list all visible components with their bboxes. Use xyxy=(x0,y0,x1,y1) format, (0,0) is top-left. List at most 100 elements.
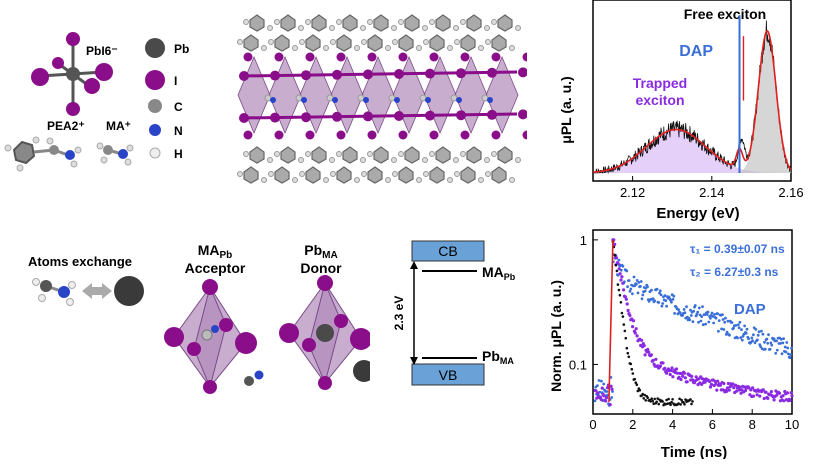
free-exciton-point xyxy=(626,351,630,355)
pb-key-label: Pb xyxy=(174,42,189,56)
trapped-point xyxy=(703,380,707,384)
i-key-icon xyxy=(145,70,165,90)
hydrogen-atom xyxy=(391,157,397,163)
hydrogen-atom xyxy=(305,19,311,25)
trapped-point xyxy=(624,297,628,301)
hydrogen-atom xyxy=(460,19,466,25)
trapped-point xyxy=(658,364,662,368)
dap-point xyxy=(709,316,712,320)
n-key-label: N xyxy=(174,124,183,138)
x-tick-label: 10 xyxy=(785,417,799,432)
iodine-atom xyxy=(317,275,333,291)
dap-point xyxy=(688,318,692,322)
pea-ring xyxy=(249,146,265,164)
trapped-point xyxy=(654,357,658,361)
iodine-atom xyxy=(491,52,501,62)
ma-in-site xyxy=(211,325,219,333)
spectrum-x-axis-label: Energy (eV) xyxy=(656,205,739,222)
dap-point xyxy=(781,341,785,345)
dap-point xyxy=(740,328,743,331)
dap-point xyxy=(596,384,599,387)
dap-point xyxy=(782,337,785,340)
dap-point xyxy=(770,343,774,347)
hydrogen-atom xyxy=(429,19,435,25)
dap-point xyxy=(670,300,673,304)
defect-svg: MAPb Acceptor PbMA Donor xyxy=(164,242,375,394)
x-tick-label: 6 xyxy=(709,417,716,432)
iodine-atom xyxy=(491,130,501,140)
hydrogen-atom xyxy=(454,39,460,45)
dap-point xyxy=(602,382,606,386)
iodine-atom xyxy=(202,279,218,295)
hydrogen-atom xyxy=(298,157,304,163)
iodine-atom xyxy=(429,52,439,62)
iodine-atom xyxy=(398,52,408,62)
decay-chart: τ₁ = 0.39±0.07 ns τ₂ = 6.27±0.3 ns DAP N… xyxy=(540,228,816,461)
pea-ring xyxy=(466,14,482,32)
trapped-point xyxy=(764,390,768,394)
free-exciton-point xyxy=(629,362,633,366)
dap-point xyxy=(650,288,653,292)
dap-point xyxy=(763,340,766,344)
trapped-point xyxy=(643,353,647,357)
hydrogen-atom xyxy=(391,25,397,31)
dap-point xyxy=(701,305,704,308)
level-bottom-label: PbMA xyxy=(482,348,514,366)
hydrogen-atom xyxy=(515,25,521,31)
trapped-point xyxy=(785,391,790,395)
displaced-pb-atom xyxy=(353,360,375,382)
hydrogen-atom xyxy=(485,39,491,45)
trapped-point xyxy=(646,347,650,352)
trapped-point xyxy=(725,386,730,390)
plot-frame xyxy=(592,229,793,415)
x-tick-label: 2.16 xyxy=(778,185,803,200)
trapped-point xyxy=(600,386,604,390)
x-tick-label: 2 xyxy=(629,417,636,432)
crystal-structure xyxy=(232,0,532,190)
hydrogen-atom xyxy=(268,171,274,177)
octahedron xyxy=(423,55,457,135)
pea-ring xyxy=(460,166,476,184)
gap-label: 2.3 eV xyxy=(392,296,406,331)
ma-cation xyxy=(332,97,338,103)
hydrogen-atom xyxy=(367,151,373,157)
legend-panel: PbI6⁻ PEA2⁺ MA⁺ Pb xyxy=(0,0,230,190)
dap-point xyxy=(736,336,739,340)
free-exciton-point xyxy=(682,401,685,404)
pea-ring xyxy=(336,34,352,52)
free-exciton-point xyxy=(638,388,642,392)
free-exciton-point xyxy=(680,398,683,402)
dap-point xyxy=(736,323,740,327)
iodine-atom xyxy=(203,380,217,394)
hydrogen-atom xyxy=(292,177,298,183)
h-key-label: H xyxy=(174,147,183,161)
iodine-atom xyxy=(239,71,249,81)
hydrogen-atom xyxy=(361,171,367,177)
trapped-point xyxy=(709,382,713,386)
pea-ring xyxy=(367,34,383,52)
iodine-atom xyxy=(425,110,435,121)
hydrogen-atom xyxy=(330,39,336,45)
dap-point xyxy=(783,345,787,349)
ma-cation xyxy=(301,97,307,103)
iodine-atom xyxy=(270,112,280,123)
trapped-point xyxy=(708,379,712,383)
dap-point xyxy=(695,312,699,316)
n-key-icon xyxy=(149,124,161,136)
ma-cation-icon xyxy=(32,278,76,306)
free-exciton-point xyxy=(631,372,635,375)
x-tick-label: 2.12 xyxy=(620,185,645,200)
pea-ring xyxy=(243,34,259,52)
hydrogen-atom xyxy=(392,39,398,45)
pea-label: PEA2⁺ xyxy=(47,119,85,133)
spectrum-fit-line xyxy=(593,29,792,173)
dap-point xyxy=(699,319,703,323)
hydrogen-atom xyxy=(484,157,490,163)
spectrum-y-axis-label: μPL (a. u.) xyxy=(558,76,574,143)
pea-ring xyxy=(274,166,290,184)
dap-point xyxy=(788,356,792,360)
dap-point xyxy=(728,333,731,337)
hydrogen-atom xyxy=(398,19,404,25)
trapped-point xyxy=(640,338,644,342)
tau2-label: τ₂ = 6.27±0.3 ns xyxy=(690,265,779,279)
